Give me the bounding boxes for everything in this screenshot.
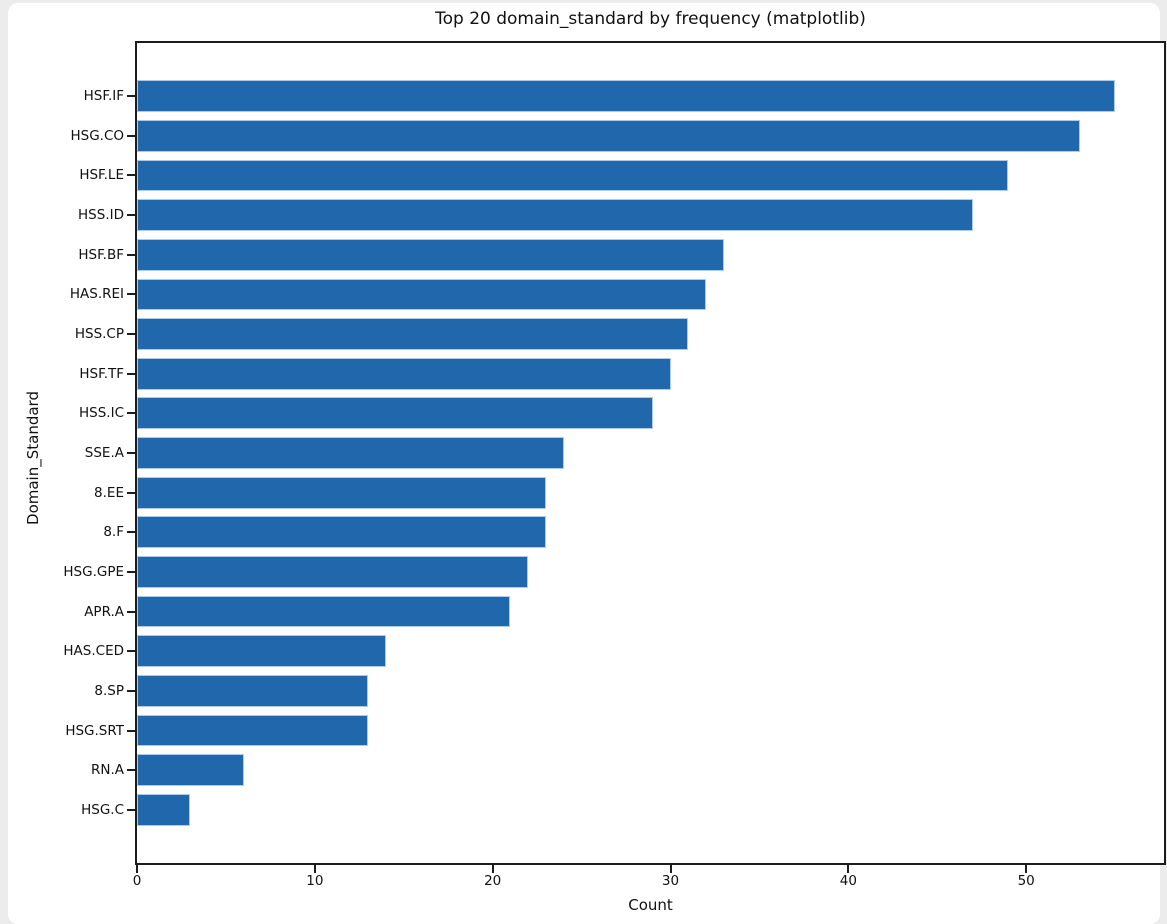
bar	[137, 675, 369, 707]
y-tick-label: HSF.BF	[78, 246, 124, 263]
plot-area	[135, 41, 1166, 865]
y-tick-mark	[127, 610, 135, 613]
y-tick-label: HSF.LE	[79, 167, 124, 184]
y-tick-label: HAS.CED	[63, 643, 124, 660]
y-tick-mark	[127, 174, 135, 177]
y-tick-mark	[127, 650, 135, 653]
y-tick-mark	[127, 293, 135, 296]
x-tick-mark	[669, 865, 672, 873]
x-tick-mark	[491, 865, 494, 873]
y-axis-label: Domain_Standard	[24, 391, 42, 525]
bar	[137, 556, 529, 588]
y-tick-mark	[127, 134, 135, 137]
y-tick-mark	[127, 214, 135, 217]
bar	[137, 635, 386, 668]
y-tick-label: HSG.GPE	[63, 563, 124, 580]
y-tick-mark	[127, 531, 135, 534]
y-tick-label: HSS.IC	[79, 405, 124, 422]
x-tick-label: 40	[839, 873, 857, 889]
x-tick-label: 10	[306, 873, 324, 889]
y-tick-mark	[127, 95, 135, 98]
bar	[137, 516, 547, 549]
x-axis-label: Count	[628, 896, 673, 914]
bar	[137, 595, 511, 628]
y-tick-label: HSF.IF	[83, 88, 124, 105]
bar	[137, 80, 1116, 112]
bar	[137, 318, 689, 350]
y-tick-mark	[127, 769, 135, 772]
bar	[137, 397, 653, 430]
y-tick-mark	[127, 253, 135, 256]
x-tick-mark	[136, 865, 138, 873]
x-tick-mark	[847, 865, 850, 873]
y-tick-mark	[127, 372, 135, 375]
y-tick-label: HSF.TF	[79, 365, 124, 382]
y-tick-label: 8.EE	[94, 484, 124, 501]
y-tick-label: 8.F	[103, 524, 124, 541]
y-tick-label: HAS.REI	[69, 286, 124, 303]
bar	[137, 714, 369, 747]
bar	[137, 437, 564, 469]
x-tick-mark	[313, 865, 316, 873]
y-tick-mark	[127, 452, 135, 454]
y-tick-label: HSS.CP	[74, 326, 124, 343]
bar	[137, 199, 973, 231]
y-tick-mark	[127, 808, 135, 811]
y-tick-mark	[127, 412, 135, 415]
y-tick-label: HSS.ID	[78, 207, 124, 224]
x-tick-mark	[1025, 865, 1028, 873]
bar	[137, 794, 191, 826]
y-tick-mark	[127, 729, 135, 732]
x-tick-label: 20	[484, 873, 502, 889]
bar	[137, 357, 671, 390]
x-tick-label: 50	[1017, 873, 1035, 889]
bar	[137, 119, 1080, 152]
y-tick-label: SSE.A	[84, 445, 124, 461]
y-tick-label: RN.A	[90, 762, 124, 779]
y-tick-label: HSG.CO	[70, 127, 124, 144]
bar	[137, 476, 547, 509]
y-tick-label: APR.A	[84, 603, 124, 620]
y-tick-label: HSG.C	[81, 801, 124, 818]
y-tick-mark	[127, 333, 135, 336]
x-tick-label: 30	[661, 873, 680, 889]
y-tick-mark	[127, 570, 135, 573]
x-tick-label: 0	[132, 873, 142, 889]
y-tick-label: HSG.SRT	[65, 722, 124, 739]
bar	[137, 754, 244, 787]
bar	[137, 278, 707, 311]
chart-title: Top 20 domain_standard by frequency (mat…	[435, 9, 866, 29]
bar	[137, 159, 1009, 192]
y-tick-mark	[127, 491, 135, 494]
bar	[137, 238, 724, 271]
chart-figure: Top 20 domain_standard by frequency (mat…	[8, 3, 1166, 924]
bars-layer	[137, 43, 1164, 863]
y-tick-label: 8.SP	[94, 682, 124, 699]
y-tick-mark	[127, 689, 135, 692]
